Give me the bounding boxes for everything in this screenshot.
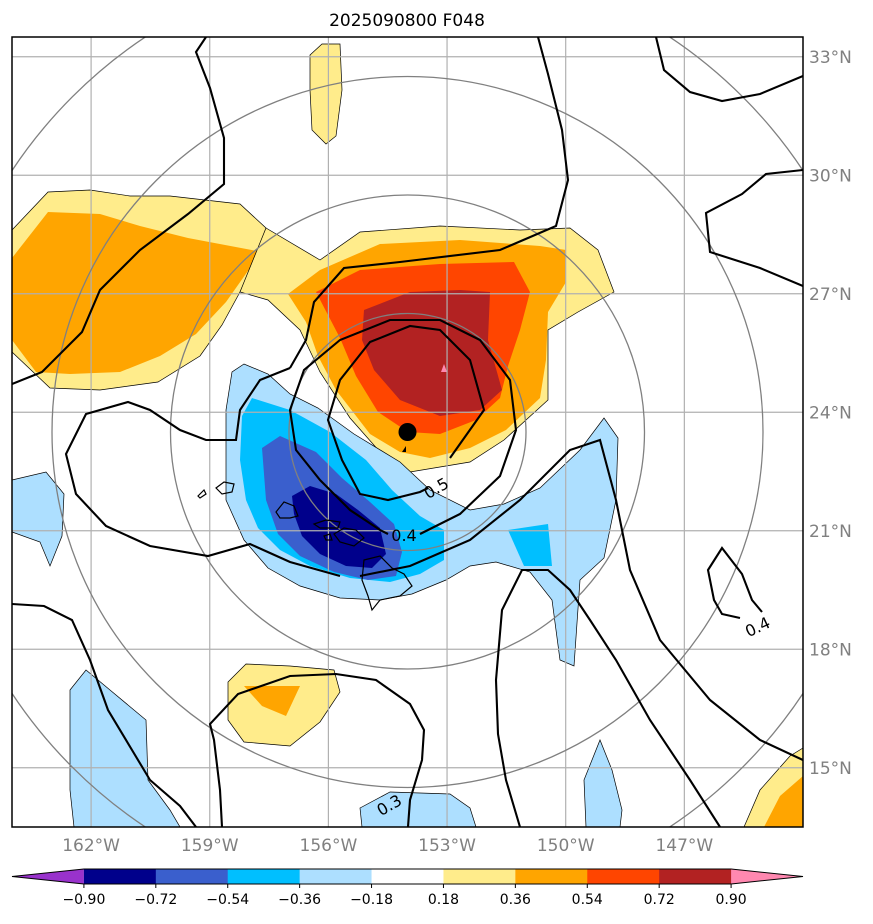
range-ring [288, 312, 527, 552]
lon-tick-label: 153°W [418, 836, 476, 856]
colorbar-segment [659, 869, 732, 884]
lat-tick-label: 30°N [809, 166, 852, 186]
coastline-oahu [275, 501, 299, 519]
contour-line-04-ring [359, 438, 803, 761]
colorbar-segment [587, 869, 660, 884]
colorbar: −0.90 −0.72 −0.54 −0.36 −0.18 0.18 0.36 0.54 0.7… [11, 868, 804, 908]
coastlines [197, 481, 413, 612]
coastline-kauai [215, 481, 235, 495]
colorbar-tick-label: 0.90 [716, 892, 747, 908]
storm-center-dot [402, 446, 406, 452]
contour-line-south-east [494, 568, 721, 827]
lat-tick-label: 24°N [809, 403, 852, 423]
colorbar-tick-label: −0.72 [134, 892, 177, 908]
contour-line-east-04 [706, 546, 763, 620]
fill-west-positive-orange [12, 212, 262, 374]
lat-tick-label: 21°N [809, 522, 852, 542]
lat-tick-label: 15°N [809, 759, 852, 779]
contour-line-south-bowl [208, 672, 426, 827]
colorbar-tick-label: 0.36 [500, 892, 531, 908]
coastline-big-island [361, 555, 413, 612]
lon-tick-label: 159°W [181, 836, 239, 856]
latitude-tick-labels: 33°N 30°N 27°N 24°N 21°N 18°N 15°N [809, 48, 852, 779]
fill-west-negative [12, 471, 65, 567]
colorbar-tick-label: 0.18 [428, 892, 459, 908]
contour-line-north [289, 37, 570, 369]
contour-line-west-04 [64, 367, 341, 578]
colorbar-segment [299, 869, 373, 884]
storm-center-marker [398, 423, 417, 441]
colorbar-tick-label: −0.36 [278, 892, 321, 908]
range-ring [169, 194, 646, 670]
colorbar-tick-label: 0.54 [572, 892, 603, 908]
colorbar-segment [227, 869, 301, 884]
line-contours [12, 37, 803, 827]
colorbar-segment [443, 869, 516, 884]
contour-line-east-30n [704, 168, 803, 287]
contour-line-inner-05 [326, 324, 486, 502]
contour-line-northwest [12, 37, 226, 385]
colorbar-segment [155, 869, 229, 884]
contour-label: 0.4 [391, 526, 416, 545]
fill-southeast-positive-orange [764, 776, 803, 827]
contour-line-04 [288, 318, 518, 535]
colorbar-segment [83, 869, 157, 884]
colorbar-tick-label: −0.90 [62, 892, 105, 908]
colorbar-segment [515, 869, 588, 884]
colorbar-segment [371, 869, 444, 884]
colorbar-extend-min [12, 869, 84, 884]
fill-southwest-positive-orange [244, 686, 300, 716]
coastline-lanai [323, 533, 333, 541]
fill-east-negative-cyan [508, 524, 552, 566]
longitude-tick-labels: 162°W 159°W 156°W 153°W 150°W 147°W [62, 836, 713, 856]
lon-tick-label: 150°W [537, 836, 595, 856]
fill-north-positive [309, 43, 343, 145]
contour-line-northeast-arc [654, 37, 803, 103]
fill-central-positive-pink [441, 364, 447, 372]
lon-tick-label: 156°W [300, 836, 358, 856]
colorbar-tick-label: −0.54 [206, 892, 249, 908]
lat-tick-label: 18°N [809, 640, 852, 660]
coastline-maui [333, 527, 365, 547]
coastline-molokai [312, 519, 341, 529]
fill-southeast-negative [583, 739, 623, 827]
lon-tick-label: 147°W [655, 836, 713, 856]
coastline-niihau [197, 488, 207, 499]
chart-title: 2025090800 F048 [329, 11, 485, 31]
contour-line-west-18n [12, 602, 197, 827]
lat-tick-label: 27°N [809, 285, 852, 305]
colorbar-extend-max [731, 869, 803, 884]
colorbar-tick-label: −0.18 [350, 892, 393, 908]
range-ring [51, 75, 764, 789]
lon-tick-label: 162°W [62, 836, 120, 856]
map-frame [11, 36, 804, 828]
lat-tick-label: 33°N [809, 48, 852, 68]
fill-central-positive-darkred [362, 290, 502, 416]
colorbar-tick-label: 0.72 [644, 892, 675, 908]
